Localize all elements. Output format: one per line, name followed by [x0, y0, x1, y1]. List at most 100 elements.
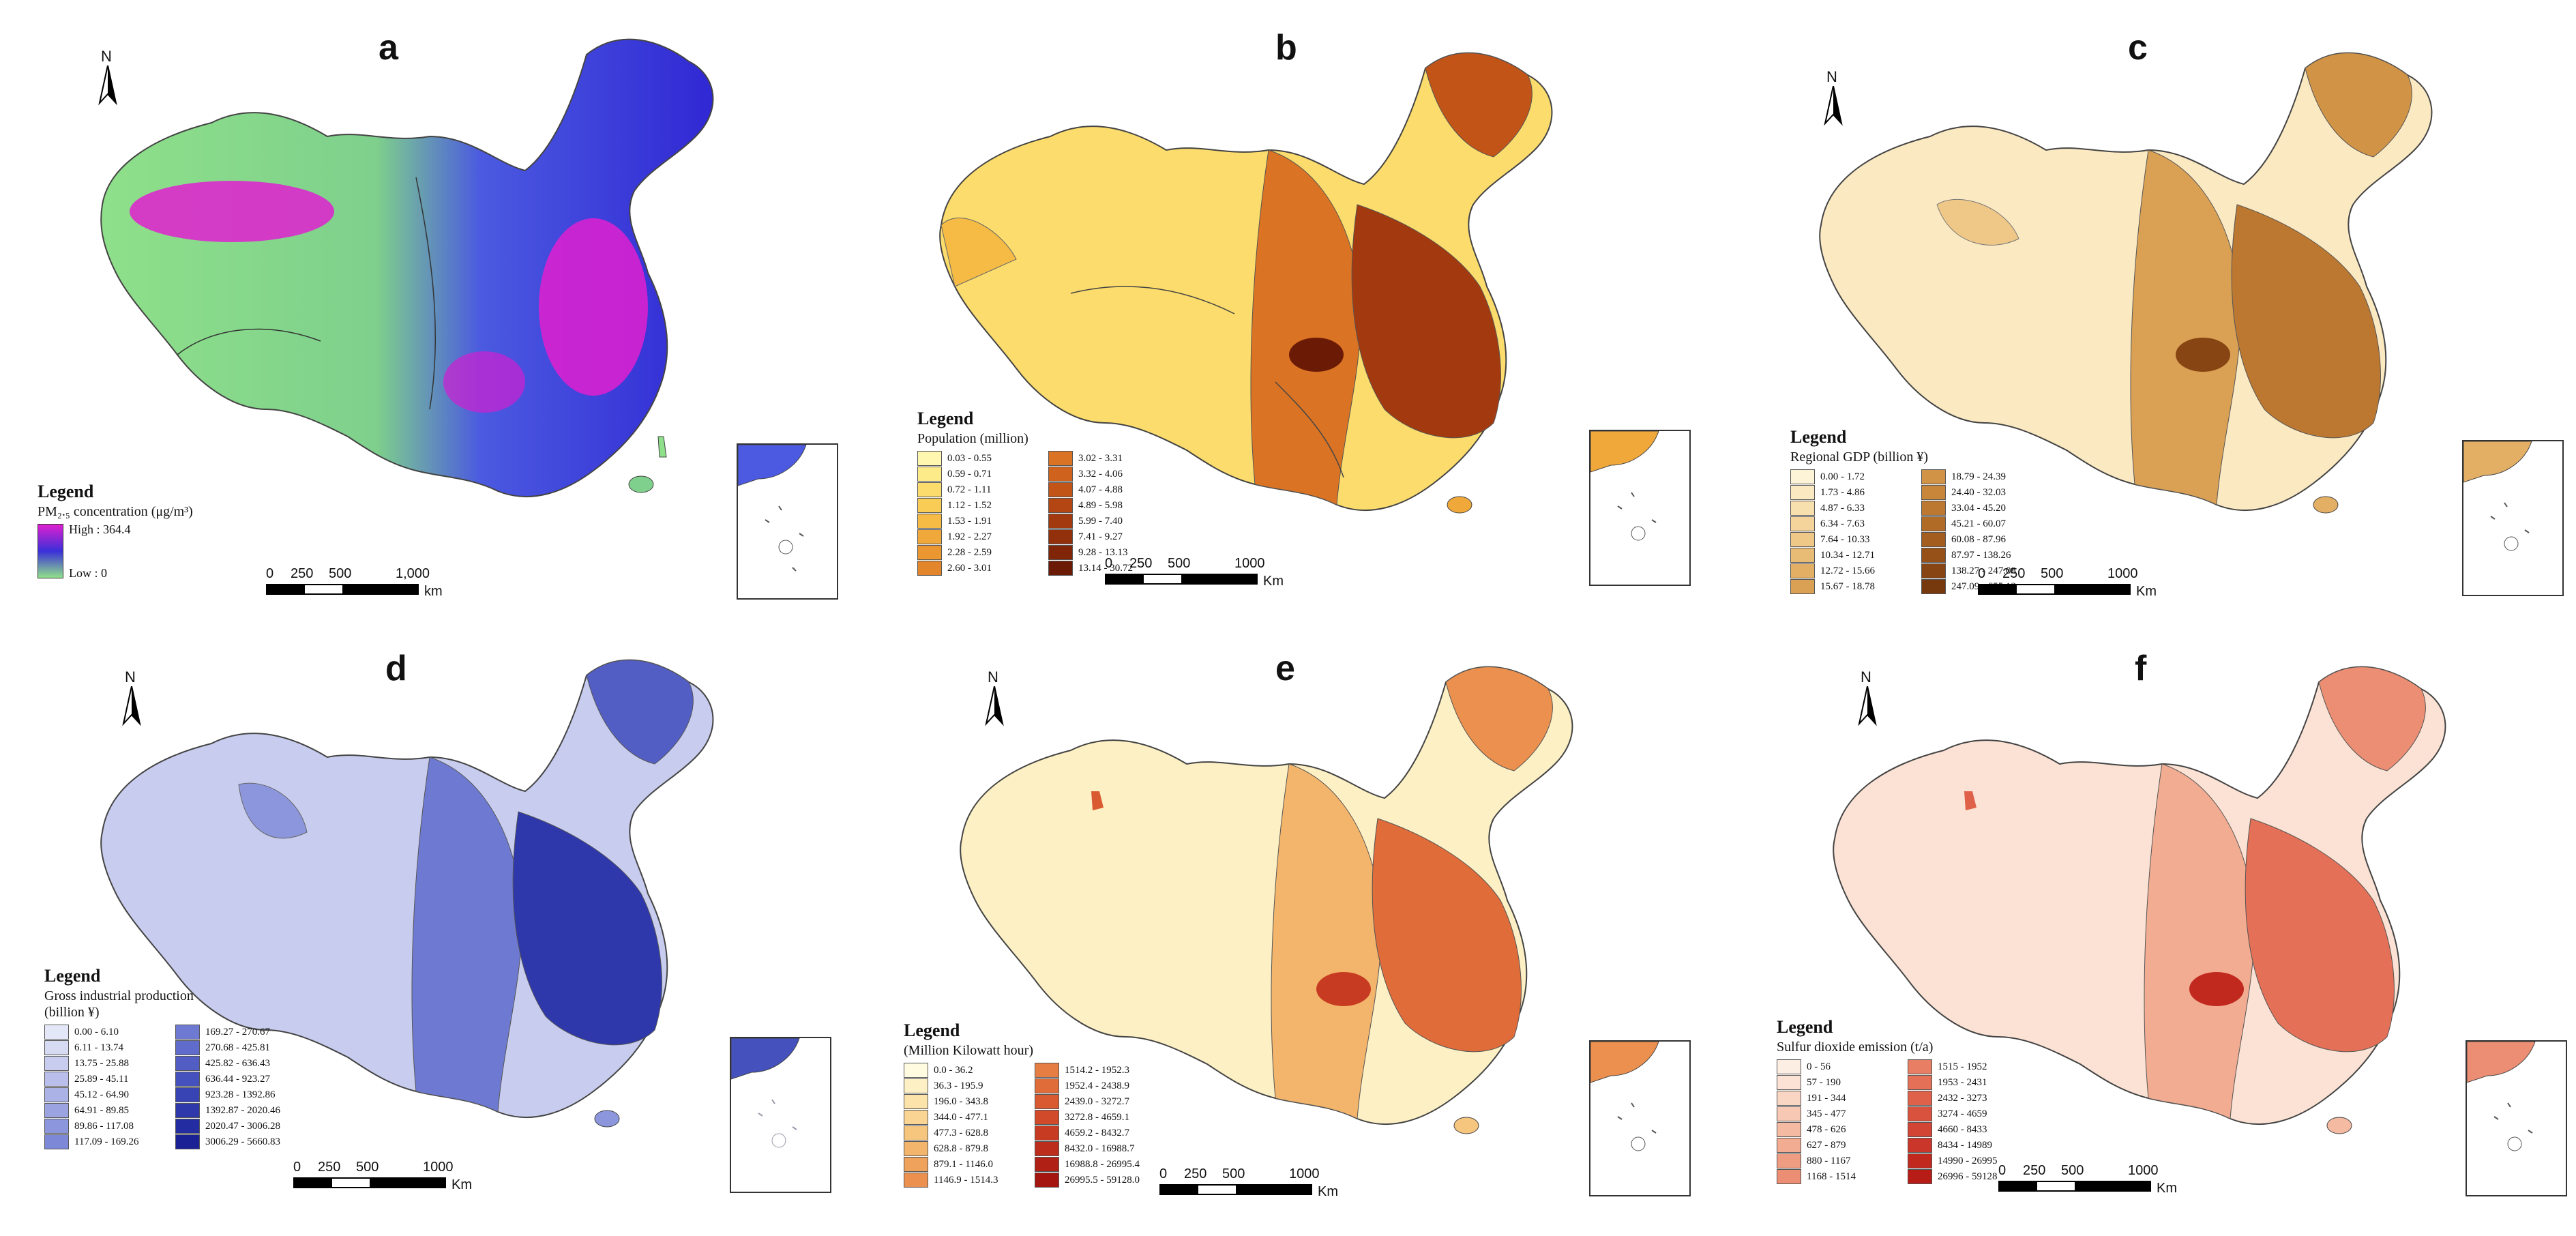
legend-swatch	[44, 1056, 69, 1071]
legend-class: 1.73 - 4.86	[1790, 485, 1913, 500]
scale-tick: 500	[329, 566, 351, 582]
legend-swatch	[904, 1141, 928, 1156]
legend-swatch	[44, 1134, 69, 1149]
legend-swatch	[1790, 579, 1815, 594]
legend-class: 478 - 626	[1777, 1122, 1899, 1137]
legend-class-label: 0.00 - 1.72	[1820, 471, 1865, 483]
legend-title: Legend	[44, 965, 298, 986]
legend-swatch	[1908, 1138, 1932, 1153]
legend-swatch	[1048, 482, 1073, 497]
legend-class: 18.79 - 24.39	[1921, 469, 2044, 484]
scale-tick: 250	[2002, 566, 2025, 582]
legend-swatch	[1908, 1091, 1932, 1106]
legend-swatch	[1048, 451, 1073, 466]
legend-class-label: 627 - 879	[1807, 1139, 1846, 1151]
legend-class-label: 33.04 - 45.20	[1951, 502, 2006, 514]
scale-tick: 500	[356, 1160, 379, 1175]
legend-class: 87.97 - 138.26	[1921, 548, 2044, 563]
legend-class: 0.00 - 6.10	[44, 1025, 167, 1040]
legend-class: 1.92 - 2.27	[917, 529, 1040, 544]
legend-class-label: 2.60 - 3.01	[947, 562, 992, 574]
legend-class-label: 6.11 - 13.74	[74, 1042, 123, 1054]
legend-class-label: 7.64 - 10.33	[1820, 533, 1870, 546]
legend-class: 89.86 - 117.08	[44, 1119, 167, 1134]
legend-swatch	[917, 529, 942, 544]
legend-swatch	[1790, 532, 1815, 547]
legend-swatch	[904, 1094, 928, 1109]
scale-unit: Km	[1263, 574, 1284, 589]
scale-tick: 1000	[1289, 1166, 1320, 1182]
legend-class-label: 10.34 - 12.71	[1820, 549, 1875, 561]
scale-tick: 250	[1184, 1166, 1206, 1182]
legend-class-label: 3006.29 - 5660.83	[205, 1136, 280, 1148]
legend-class: 627 - 879	[1777, 1138, 1899, 1153]
legend-swatch	[904, 1125, 928, 1141]
legend-swatch	[1777, 1075, 1801, 1090]
legend-high: High : 364.4	[69, 523, 131, 538]
legend-class: 2.28 - 2.59	[917, 545, 1040, 560]
south-china-sea-inset	[1589, 1040, 1691, 1196]
legend-class-label: 3.02 - 3.31	[1078, 452, 1123, 465]
legend-class-label: 24.40 - 32.03	[1951, 486, 2006, 499]
legend-class-label: 6.34 - 7.63	[1820, 518, 1865, 530]
legend-class-label: 0.59 - 0.71	[947, 468, 992, 480]
scale-tick: 0	[1978, 566, 1985, 582]
legend-class-label: 196.0 - 343.8	[934, 1095, 988, 1108]
legend-swatch	[1921, 485, 1946, 500]
legend-class: 923.28 - 1392.86	[175, 1087, 298, 1102]
legend-class: 0.72 - 1.11	[917, 482, 1040, 497]
legend-class-label: 270.68 - 425.81	[205, 1042, 270, 1054]
legend-class: 425.82 - 636.43	[175, 1056, 298, 1071]
legend-class-label: 2020.47 - 3006.28	[205, 1120, 280, 1132]
legend-swatch	[175, 1087, 200, 1102]
legend-class-label: 117.09 - 169.26	[74, 1136, 138, 1148]
legend-class: 8432.0 - 16988.7	[1035, 1141, 1157, 1156]
legend-swatch	[904, 1063, 928, 1078]
legend-swatch	[1777, 1153, 1801, 1168]
legend-class-label: 3274 - 4659	[1938, 1108, 1987, 1120]
population-legend: Legend Population (million) 0.03 - 0.55 3…	[917, 408, 1171, 576]
scale-tick: 1000	[2107, 566, 2138, 582]
legend-class: 64.91 - 89.85	[44, 1103, 167, 1118]
legend-swatch	[904, 1173, 928, 1188]
legend-class-label: 60.08 - 87.96	[1951, 533, 2006, 546]
legend-swatch	[1908, 1169, 1932, 1184]
scale-tick: 500	[1168, 556, 1190, 572]
legend-title: Legend	[917, 408, 1171, 429]
legend-swatch	[1921, 469, 1946, 484]
legend-class: 15.67 - 18.78	[1790, 579, 1913, 594]
legend-class: 2.60 - 3.01	[917, 561, 1040, 576]
legend-swatch	[1035, 1063, 1059, 1078]
legend-class: 45.21 - 60.07	[1921, 516, 2044, 531]
legend-swatch	[1035, 1157, 1059, 1172]
scale-bar: 0 250 500 1000 Km	[1105, 556, 1316, 597]
scale-tick: 250	[318, 1160, 340, 1175]
legend-class-label: 2.28 - 2.59	[947, 546, 992, 559]
legend-swatch	[904, 1110, 928, 1125]
pm25-hotspot-tarim	[130, 181, 334, 242]
legend-class: 33.04 - 45.20	[1921, 501, 2044, 516]
legend-class: 60.08 - 87.96	[1921, 532, 2044, 547]
legend-classes: 0.0 - 36.2 1514.2 - 1952.3 36.3 - 195.9 195…	[904, 1063, 1157, 1188]
scale-tick: 0	[1105, 556, 1112, 572]
legend-class-label: 1168 - 1514	[1807, 1171, 1856, 1183]
legend-class-label: 880 - 1167	[1807, 1155, 1850, 1167]
legend-class: 1515 - 1952	[1908, 1059, 2030, 1074]
legend-class: 4.87 - 6.33	[1790, 501, 1913, 516]
legend-class-label: 26995.5 - 59128.0	[1065, 1174, 1140, 1186]
scale-tick: 0	[293, 1160, 301, 1175]
legend-class: 0 - 56	[1777, 1059, 1899, 1074]
legend-swatch	[1921, 516, 1946, 531]
legend-swatch	[175, 1103, 200, 1118]
scale-unit: Km	[451, 1177, 472, 1193]
legend-swatch	[1921, 532, 1946, 547]
legend-title: Legend	[1777, 1016, 2030, 1038]
scale-tick: 500	[2061, 1163, 2084, 1179]
legend-class: 6.11 - 13.74	[44, 1040, 167, 1055]
scale-tick: 1000	[2128, 1163, 2159, 1179]
scale-unit: Km	[2157, 1181, 2177, 1196]
scale-tick: 500	[1222, 1166, 1245, 1182]
south-china-sea-inset	[2462, 440, 2564, 596]
south-china-sea-inset	[2466, 1040, 2567, 1196]
legend-class: 5.99 - 7.40	[1048, 514, 1171, 529]
